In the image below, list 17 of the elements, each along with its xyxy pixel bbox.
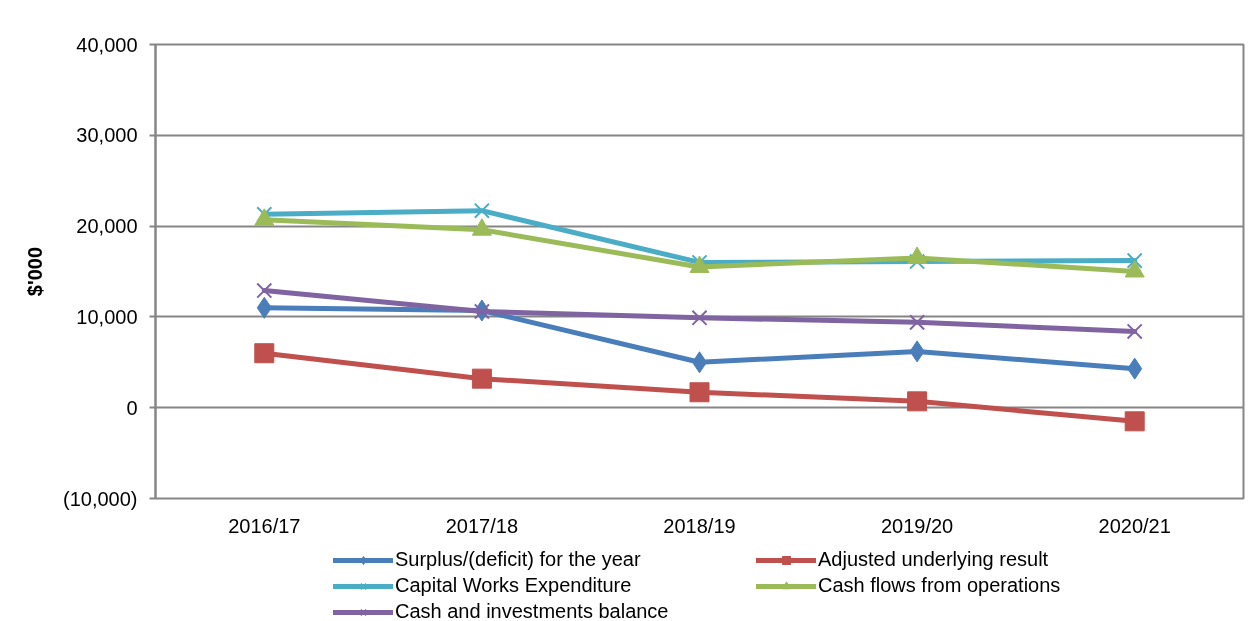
y-tick-label: (10,000) — [63, 487, 138, 510]
legend-label: Adjusted underlying result — [818, 548, 1050, 571]
y-tick-label: 40,000 — [76, 33, 138, 56]
y-tick-label: 30,000 — [76, 124, 138, 147]
y-axis-title: $'000 — [24, 246, 47, 297]
y-tick-label: 0 — [126, 396, 138, 419]
x-tick-label: 2016/17 — [228, 514, 301, 537]
legend-label: Cash flows from operations — [818, 574, 1062, 597]
legend-label: Capital Works Expenditure — [395, 574, 633, 597]
y-tick-label: 10,000 — [76, 305, 138, 328]
x-tick-label: 2018/19 — [663, 514, 736, 537]
legend-label: Surplus/(deficit) for the year — [395, 548, 642, 571]
legend-label: Cash and investments balance — [395, 600, 670, 621]
y-tick-label: 20,000 — [76, 215, 138, 238]
x-tick-label: 2019/20 — [880, 514, 954, 537]
x-tick-label: 2020/21 — [1098, 514, 1171, 537]
x-tick-label: 2017/18 — [445, 514, 519, 537]
